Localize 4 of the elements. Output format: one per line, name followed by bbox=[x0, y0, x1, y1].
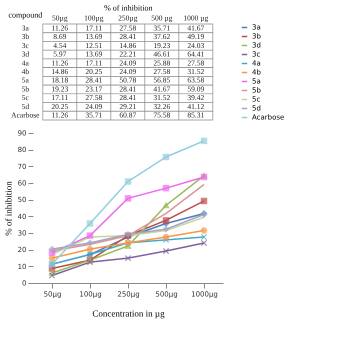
text: compound bbox=[8, 10, 42, 20]
text: % of inhibition bbox=[104, 4, 153, 12]
x-axis-title: Concentration in µg bbox=[92, 308, 166, 318]
y-axis-title: % of inhibition bbox=[4, 180, 14, 236]
